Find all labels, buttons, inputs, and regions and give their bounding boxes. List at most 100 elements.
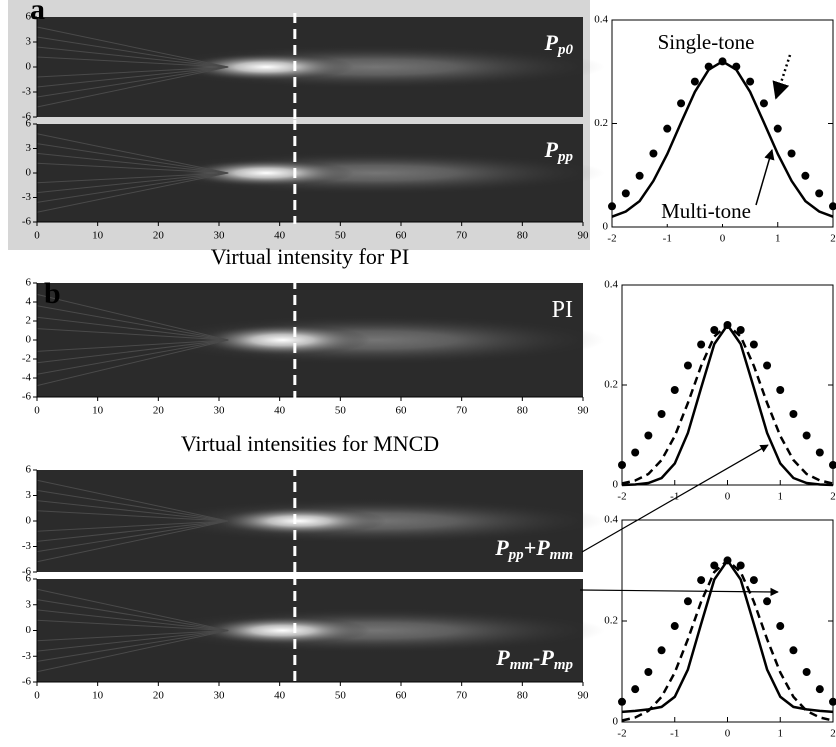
data-point	[631, 448, 640, 457]
intensity-glow	[195, 616, 371, 645]
data-point	[802, 668, 811, 677]
y-tick-label: 6	[26, 11, 32, 23]
x-tick-label: 90	[578, 405, 590, 417]
y-tick-label: -3	[22, 191, 32, 203]
arrow	[581, 444, 769, 553]
x-tick-label: -2	[617, 491, 626, 503]
x-tick-label: 30	[214, 690, 226, 702]
data-point	[644, 431, 653, 440]
series-annotation: Single-tone	[658, 30, 755, 54]
data-point	[773, 124, 782, 133]
x-tick-label: 70	[456, 230, 468, 242]
fringe	[36, 339, 229, 375]
x-tick-label: 0	[725, 491, 731, 503]
fringe	[36, 630, 229, 652]
data-point	[608, 202, 616, 211]
y-tick-label: -2	[22, 353, 31, 365]
fringe	[36, 56, 229, 68]
map-label: Pp0	[544, 30, 574, 58]
x-tick-label: 0	[725, 728, 731, 740]
fringe	[36, 152, 229, 174]
fringe	[36, 133, 229, 174]
label-part: -	[533, 645, 540, 670]
data-line	[611, 59, 834, 218]
y-tick-label: 0	[613, 479, 619, 491]
arrow	[579, 587, 779, 597]
y-tick-label: 3	[26, 489, 32, 501]
y-tick-label: 0	[26, 334, 32, 346]
fringe	[36, 599, 229, 631]
x-tick-label: -1	[670, 491, 679, 503]
label-part: mm	[510, 657, 533, 673]
fringe	[36, 609, 229, 631]
data-point	[749, 576, 758, 585]
x-tick-label: 30	[214, 405, 226, 417]
label-part: P	[544, 30, 559, 55]
fringe	[36, 339, 229, 352]
fringe	[36, 143, 229, 174]
x-tick-label: 0	[34, 405, 40, 417]
x-tick-label: 10	[92, 690, 104, 702]
fringe	[36, 66, 229, 88]
arrow	[755, 148, 775, 206]
data-point	[763, 597, 772, 606]
y-tick-label: 0.2	[604, 379, 618, 391]
annotation-bg	[652, 202, 760, 224]
x-tick-label: 40	[274, 230, 286, 242]
x-tick-label: 40	[274, 690, 286, 702]
x-tick-label: 70	[456, 690, 468, 702]
label-part: P	[495, 645, 510, 670]
y-tick-label: 0	[613, 716, 619, 728]
x-tick-label: 2	[830, 728, 836, 740]
data-point	[749, 340, 758, 349]
data-point	[736, 561, 745, 570]
data-point	[670, 386, 679, 394]
data-point	[635, 171, 644, 180]
y-tick-label: 6	[26, 118, 32, 130]
data-point	[657, 410, 666, 418]
fringe	[36, 520, 229, 553]
x-tick-label: -1	[670, 728, 679, 740]
x-tick-label: 2	[830, 233, 836, 245]
fringe	[36, 520, 229, 532]
y-tick-label: -3	[22, 86, 32, 98]
x-tick-label: 80	[517, 405, 529, 417]
data-point	[787, 149, 796, 158]
x-tick-label: 0	[34, 230, 40, 242]
x-tick-label: 0	[720, 233, 726, 245]
data-point	[802, 431, 811, 440]
data-point	[815, 189, 824, 198]
x-tick-label: 50	[335, 690, 347, 702]
map-label: Ppp+Pmm	[494, 535, 573, 563]
map-label: Ppp	[544, 137, 574, 165]
y-tick-label: -6	[22, 391, 32, 403]
fringe	[36, 316, 229, 341]
y-tick-label: -6	[22, 566, 32, 578]
label-part: P	[539, 645, 554, 670]
panel-label: b	[44, 277, 61, 310]
fringe	[36, 36, 229, 68]
y-tick-label: 0.4	[604, 279, 618, 291]
x-tick-label: 80	[517, 230, 529, 242]
y-tick-label: 3	[26, 36, 32, 48]
fringe	[36, 66, 229, 78]
fringe	[36, 619, 229, 631]
fringe	[36, 172, 229, 203]
x-tick-label: 60	[396, 690, 408, 702]
fringe	[36, 630, 229, 642]
data-point	[670, 622, 679, 631]
annotation-bg	[652, 33, 760, 55]
data-line	[621, 323, 834, 485]
map-label: PI	[552, 297, 573, 323]
y-tick-label: 0	[26, 167, 32, 179]
x-tick-label: 50	[335, 405, 347, 417]
intensity-glow	[211, 506, 387, 536]
fringe	[36, 46, 229, 68]
label-part: mp	[554, 657, 574, 673]
data-point	[746, 77, 755, 86]
fringe	[36, 630, 229, 673]
data-point	[710, 561, 719, 570]
y-tick-label: 2	[26, 315, 32, 327]
y-tick-label: 4	[26, 296, 32, 308]
